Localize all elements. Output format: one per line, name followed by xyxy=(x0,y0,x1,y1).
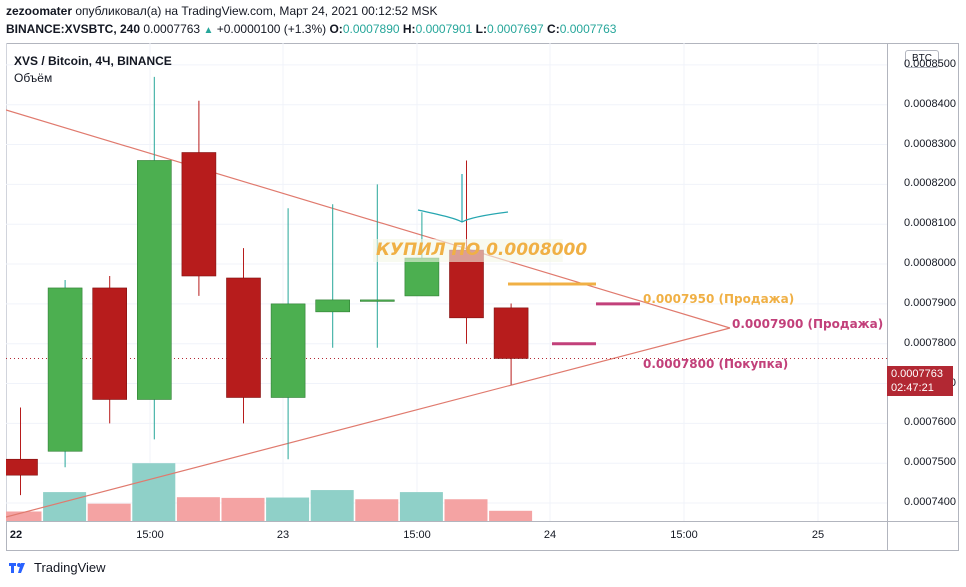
candle-body xyxy=(92,287,127,400)
trendline-lower xyxy=(6,327,731,518)
c-label: C: xyxy=(547,22,560,36)
h-label: H: xyxy=(402,22,416,36)
price-tick: 0.0007500 xyxy=(904,456,956,469)
volume-bar xyxy=(87,503,131,521)
time-axis-border xyxy=(6,521,959,522)
series-legend: XVS / Bitcoin, 4Ч, BINANCE xyxy=(14,54,172,68)
price-tick: 0.0007400 xyxy=(904,496,956,509)
sell2-label: 0.0007900 (Продажа) xyxy=(732,317,883,331)
candle-body xyxy=(270,303,306,398)
volume-bar xyxy=(43,492,87,521)
candle-body xyxy=(226,277,261,398)
price-tick: 0.0008400 xyxy=(904,97,956,110)
price-tick: 0.0008500 xyxy=(904,57,956,70)
current-price-value: 0.0007763 xyxy=(891,368,943,380)
volume-bar xyxy=(310,490,354,521)
volume-bar xyxy=(176,497,220,521)
o-value: 0.0007890 xyxy=(342,22,400,36)
volume-bar xyxy=(489,510,533,521)
price-chart[interactable]: КУПИЛ ПО 0.0008000 0.0007950 (Продажа) 0.0… xyxy=(6,43,887,521)
time-tick: 23 xyxy=(276,529,290,541)
arrow-up-icon: ▲ xyxy=(203,25,214,36)
price-tick: 0.0008000 xyxy=(904,257,956,270)
publish-info: zezoomater опубликовал(а) на TradingView… xyxy=(6,4,438,18)
time-tick: 22 xyxy=(9,529,23,541)
volume-bar xyxy=(6,511,42,521)
author-name[interactable]: zezoomater xyxy=(6,4,73,18)
h-value: 0.0007901 xyxy=(415,22,473,36)
candle-body xyxy=(137,160,172,400)
l-label: L: xyxy=(475,22,487,36)
time-tick: 25 xyxy=(811,529,825,541)
trendline-upper xyxy=(6,109,731,329)
volume-bar xyxy=(221,497,265,521)
chart-pane[interactable]: КУПИЛ ПО 0.0008000 0.0007950 (Продажа) 0.0… xyxy=(6,43,887,521)
countdown-timer: 02:47:21 xyxy=(891,382,934,394)
forecast-curve xyxy=(417,209,509,223)
volume-bar xyxy=(399,492,443,521)
price-tick: 0.0008100 xyxy=(904,217,956,230)
currency-button[interactable]: BTC xyxy=(905,50,939,68)
symbol-line: BINANCE:XVSBTC, 240 xyxy=(6,22,141,36)
l-value: 0.0007697 xyxy=(486,22,544,36)
candle-body xyxy=(181,152,217,277)
volume-legend: Объём xyxy=(14,71,53,85)
time-tick: 15:00 xyxy=(403,529,431,541)
price-tick: 0.0007600 xyxy=(904,416,956,429)
candle-body xyxy=(404,257,440,297)
time-tick: 15:00 xyxy=(136,529,164,541)
c-value: 0.0007763 xyxy=(559,22,617,36)
price-axis-border xyxy=(887,43,888,551)
candle-body xyxy=(47,287,83,452)
o-label: O: xyxy=(329,22,343,36)
candle-body xyxy=(493,307,529,359)
volume-bar xyxy=(266,497,310,521)
price-change: +0.0000100 (+1.3%) xyxy=(216,22,327,36)
last-price: 0.0007763 xyxy=(143,22,201,36)
buy-label: 0.0007800 (Покупка) xyxy=(643,357,788,371)
published-text: опубликовал(а) на TradingView.com, Март … xyxy=(75,4,438,18)
price-tick: 0.0007800 xyxy=(904,336,956,349)
volume-bar xyxy=(444,499,488,521)
volume-bar xyxy=(132,463,176,521)
price-tick: 0.0007900 xyxy=(904,296,956,309)
candle-body xyxy=(359,299,395,302)
volume-bar xyxy=(355,499,399,521)
candle-body xyxy=(6,458,38,476)
sell1-label: 0.0007950 (Продажа) xyxy=(643,292,794,306)
price-tick: 0.0008300 xyxy=(904,137,956,150)
time-tick: 24 xyxy=(543,529,557,541)
current-price-label: 0.0007763 02:47:21 xyxy=(887,366,953,396)
bought-annotation-bg xyxy=(373,239,563,262)
footer: TradingView xyxy=(8,560,106,575)
tradingview-logo-icon xyxy=(9,562,25,573)
tradingview-brand[interactable]: TradingView xyxy=(34,560,106,575)
time-tick: 15:00 xyxy=(670,529,698,541)
candle-body xyxy=(315,299,351,313)
price-tick: 0.0008200 xyxy=(904,177,956,190)
symbol-info: BINANCE:XVSBTC, 240 0.0007763 ▲ +0.00001… xyxy=(6,22,616,36)
bought-annotation: КУПИЛ ПО 0.0008000 xyxy=(376,240,587,260)
